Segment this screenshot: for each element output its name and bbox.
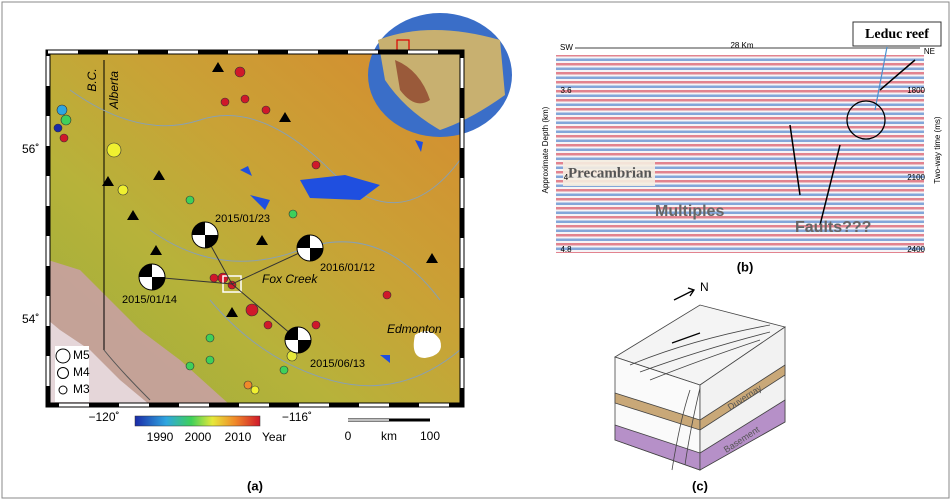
magnitude-legend: M5 bbox=[73, 348, 90, 362]
magnitude-legend: M3 bbox=[73, 382, 90, 396]
scale-tick: 100 bbox=[420, 429, 440, 443]
annotation: Multiples bbox=[655, 203, 724, 220]
lon-label: −120˚ bbox=[88, 410, 119, 424]
caption: (b) bbox=[737, 259, 754, 274]
figure: B.C. Alberta 56˚ 54˚ −120˚ −116˚ 2015/01… bbox=[0, 0, 952, 501]
time-axis-label: Two-way time (ms) bbox=[933, 116, 942, 183]
depth-tick: 4.8 bbox=[560, 245, 572, 254]
magnitude-legend: M4 bbox=[73, 365, 90, 379]
time-tick: 2400 bbox=[907, 245, 925, 254]
colorbar-tick: 1990 bbox=[147, 430, 174, 444]
caption: (a) bbox=[247, 478, 263, 493]
section-end: SW bbox=[560, 43, 573, 52]
annotation: Faults??? bbox=[795, 219, 871, 236]
depth-axis-label: Approximate Depth (km) bbox=[541, 106, 550, 193]
colorbar-label: Year bbox=[262, 430, 286, 444]
time-tick: 1800 bbox=[907, 86, 925, 95]
region-label: Alberta bbox=[107, 71, 121, 110]
section-end: NE bbox=[924, 47, 935, 56]
annotation: Precambrian bbox=[568, 165, 653, 181]
lat-label: 56˚ bbox=[22, 142, 39, 156]
depth-tick: 3.6 bbox=[560, 86, 572, 95]
event-label: 2015/01/23 bbox=[215, 213, 270, 225]
event-label: 2015/01/14 bbox=[122, 294, 177, 306]
colorbar-tick: 2000 bbox=[185, 430, 212, 444]
seismic-panel bbox=[556, 22, 941, 253]
town-label: Edmonton bbox=[387, 322, 442, 336]
event-label: 2016/01/12 bbox=[320, 262, 375, 274]
lon-label: −116˚ bbox=[282, 410, 312, 424]
callout: Leduc reef bbox=[865, 27, 929, 42]
block-panel bbox=[615, 288, 785, 470]
caption: (c) bbox=[692, 478, 708, 493]
scale-unit: km bbox=[381, 429, 397, 443]
event-label: 2015/06/13 bbox=[310, 358, 365, 370]
scale-tick: 0 bbox=[345, 429, 352, 443]
section-width: 28 Km bbox=[730, 41, 753, 50]
town-label: Fox Creek bbox=[262, 272, 318, 286]
colorbar-tick: 2010 bbox=[225, 430, 252, 444]
time-tick: 2100 bbox=[907, 173, 925, 182]
north-label: N bbox=[700, 280, 709, 294]
lat-label: 54˚ bbox=[22, 312, 39, 326]
region-label: B.C. bbox=[85, 68, 99, 91]
